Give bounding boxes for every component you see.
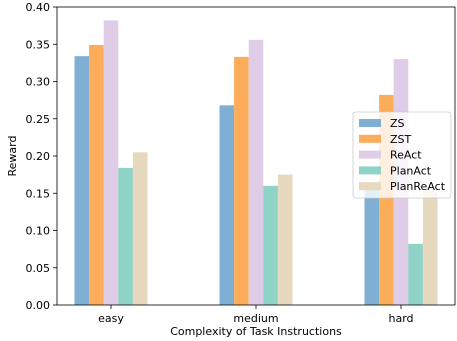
legend-swatch-zs xyxy=(359,119,381,127)
bar-planreact-easy xyxy=(132,152,148,305)
y-tick-label: 0.40 xyxy=(26,1,51,14)
y-tick-label: 0.05 xyxy=(26,262,51,275)
x-tick-label: medium xyxy=(233,312,278,325)
y-axis-label: Reward xyxy=(6,136,19,177)
bar-zst-medium xyxy=(234,56,249,305)
y-tick-label: 0.20 xyxy=(26,150,51,163)
bar-planreact-hard xyxy=(422,188,438,305)
legend-swatch-zst xyxy=(359,134,381,143)
legend-label-zst: ZST xyxy=(390,133,412,146)
bar-zst-easy xyxy=(89,44,104,306)
y-tick-label: 0.30 xyxy=(26,76,51,89)
y-tick-label: 0.00 xyxy=(26,299,51,312)
bars-layer xyxy=(74,20,438,306)
bar-planact-easy xyxy=(118,167,133,305)
y-tick-label: 0.35 xyxy=(26,38,51,51)
legend-label-planact: PlanAct xyxy=(390,164,432,177)
bar-planact-hard xyxy=(408,243,423,305)
legend-label-react: ReAct xyxy=(390,149,422,162)
y-tick-label: 0.10 xyxy=(26,225,51,238)
legend-label-planreact: PlanReAct xyxy=(390,180,446,193)
bar-react-easy xyxy=(103,20,119,305)
y-tick-label: 0.15 xyxy=(26,187,51,200)
bar-planreact-medium xyxy=(277,174,293,305)
bar-zs-easy xyxy=(74,56,90,305)
legend: ZS ZST ReAct PlanAct PlanReAct xyxy=(352,111,452,199)
y-axis: 0.00 0.05 0.10 0.15 0.20 0.25 0.30 0.35 0.40 xyxy=(26,1,57,312)
x-tick-label: hard xyxy=(388,312,413,325)
x-axis: easy medium hard xyxy=(98,305,414,325)
legend-swatch-react xyxy=(359,150,381,159)
bar-planact-medium xyxy=(263,185,278,305)
y-tick-label: 0.25 xyxy=(26,113,51,126)
x-tick-label: easy xyxy=(98,312,124,325)
bar-zs-medium xyxy=(219,105,235,305)
x-axis-label: Complexity of Task Instructions xyxy=(170,325,342,338)
bar-zs-hard xyxy=(364,188,380,305)
legend-swatch-planreact xyxy=(359,182,381,191)
legend-box xyxy=(352,111,452,199)
legend-label-zs: ZS xyxy=(390,117,405,130)
legend-swatch-planact xyxy=(359,166,381,175)
bar-react-medium xyxy=(248,39,264,305)
